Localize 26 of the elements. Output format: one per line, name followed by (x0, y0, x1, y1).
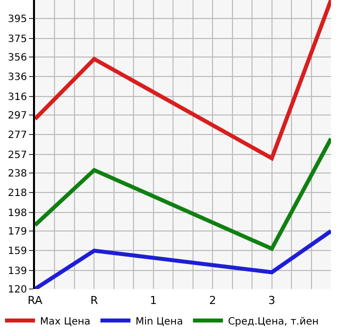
x-tick-label: R (90, 294, 98, 307)
y-tick-label: 198 (8, 208, 27, 219)
line-series (35, 136, 331, 251)
y-tick-label: 375 (8, 34, 27, 45)
legend-label: Min Цена (135, 316, 183, 328)
x-tick-label: RA (28, 294, 43, 307)
x-tick-label: 1 (150, 294, 157, 307)
y-tick-label: 159 (8, 246, 27, 258)
legend-label: Max Цена (40, 316, 90, 328)
x-tick-label: 2 (209, 294, 216, 307)
y-tick-label: 179 (8, 226, 27, 238)
y-tick-label: 336 (8, 72, 27, 84)
y-tick-label: 277 (8, 130, 27, 142)
line-series (35, 0, 331, 160)
y-tick-label: 139 (8, 266, 27, 277)
y-tick-label: 395 (8, 14, 27, 26)
x-tick-label: 3 (268, 294, 276, 307)
y-tick-label: 120 (8, 284, 27, 296)
y-tick-label: 356 (8, 52, 27, 64)
line-series (35, 229, 331, 289)
y-tick-label: 238 (8, 168, 27, 180)
y-tick-label: 218 (8, 188, 27, 200)
y-tick-label: 316 (8, 92, 27, 103)
legend-label: Сред.Цена, т.йен (228, 316, 319, 328)
y-tick-label: 257 (8, 150, 27, 161)
y-tick-label: 297 (8, 110, 27, 122)
